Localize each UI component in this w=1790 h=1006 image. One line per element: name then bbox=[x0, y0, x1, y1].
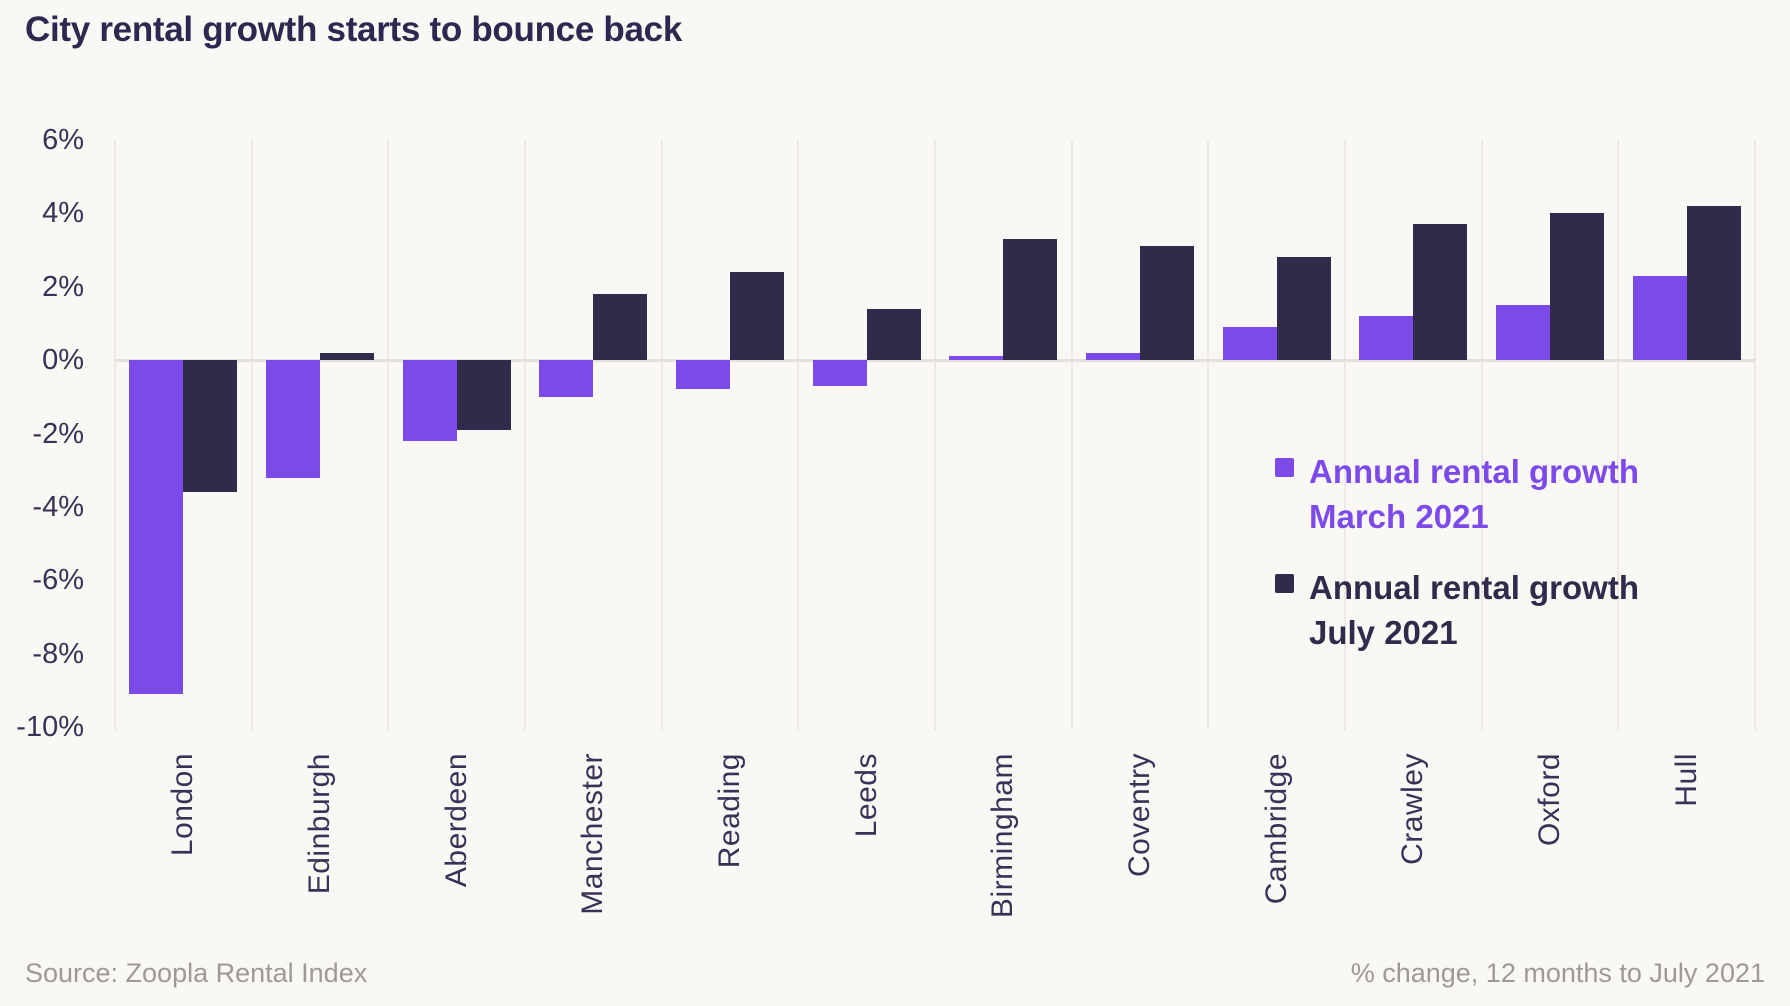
chart-title: City rental growth starts to bounce back bbox=[25, 10, 682, 49]
bar-july-oxford bbox=[1550, 213, 1604, 361]
vertical-gridline bbox=[1344, 140, 1346, 730]
bar-july-leeds bbox=[866, 308, 921, 361]
y-axis-tick-label: 2% bbox=[42, 270, 84, 303]
vertical-gridline bbox=[1207, 140, 1210, 730]
vertical-gridline bbox=[114, 140, 116, 730]
y-axis-tick-label: 0% bbox=[42, 344, 84, 377]
legend-label-march-line1: Annual rental growth bbox=[1309, 453, 1639, 490]
x-axis-label-text: Aberdeen bbox=[439, 753, 473, 888]
x-axis-label-reading: Reading bbox=[670, 753, 790, 868]
bar-march-reading bbox=[676, 360, 730, 390]
y-axis-tick-label: 4% bbox=[42, 197, 84, 230]
x-axis-label-cambridge: Cambridge bbox=[1217, 753, 1337, 904]
legend-label-july-line2: July 2021 bbox=[1309, 614, 1458, 651]
x-axis-label-leeds: Leeds bbox=[807, 753, 927, 837]
bar-july-hull bbox=[1686, 206, 1741, 361]
x-axis-label-text: London bbox=[166, 753, 200, 857]
bar-march-london bbox=[129, 360, 184, 694]
bar-july-reading bbox=[730, 272, 784, 361]
y-axis-tick-label: -8% bbox=[32, 637, 84, 670]
bar-march-edinburgh bbox=[266, 360, 320, 478]
bar-march-manchester bbox=[539, 360, 594, 397]
vertical-gridline bbox=[250, 140, 253, 730]
bar-july-cambridge bbox=[1276, 257, 1331, 361]
x-axis-label-manchester: Manchester bbox=[533, 753, 653, 915]
x-axis-label-text: Edinburgh bbox=[303, 753, 336, 895]
x-axis-label-london: London bbox=[123, 753, 243, 856]
x-axis-label-text: Crawley bbox=[1396, 753, 1430, 865]
legend-label-march: Annual rental growth March 2021 bbox=[1309, 449, 1639, 539]
bar-july-birmingham bbox=[1003, 239, 1058, 361]
y-axis-tick-label: 6% bbox=[42, 124, 84, 156]
bar-july-manchester bbox=[593, 294, 648, 361]
legend-label-july: Annual rental growth July 2021 bbox=[1309, 565, 1639, 655]
x-axis-label-birmingham: Birmingham bbox=[943, 753, 1063, 918]
x-axis-label-text: Manchester bbox=[576, 753, 610, 915]
x-axis-label-text: Oxford bbox=[1533, 753, 1566, 847]
bar-march-hull bbox=[1632, 275, 1687, 361]
y-axis-tick-label: -4% bbox=[32, 490, 84, 523]
x-axis-label-text: Coventry bbox=[1123, 753, 1156, 878]
bar-july-coventry bbox=[1140, 246, 1194, 361]
x-axis-label-hull: Hull bbox=[1627, 753, 1747, 807]
x-axis-label-text: Leeds bbox=[849, 753, 883, 838]
x-axis-label-text: Hull bbox=[1669, 753, 1703, 807]
bar-july-edinburgh bbox=[320, 352, 374, 361]
bar-march-oxford bbox=[1496, 305, 1550, 361]
legend-label-march-line2: March 2021 bbox=[1309, 498, 1489, 535]
bar-july-london bbox=[183, 360, 238, 493]
x-axis-label-crawley: Crawley bbox=[1353, 753, 1473, 865]
vertical-gridline bbox=[934, 140, 936, 730]
legend-label-july-line1: Annual rental growth bbox=[1309, 569, 1639, 606]
vertical-gridline bbox=[387, 140, 390, 730]
axis-unit-note: % change, 12 months to July 2021 bbox=[1350, 958, 1765, 988]
y-axis-tick-label: -6% bbox=[32, 564, 84, 597]
vertical-gridline bbox=[1617, 140, 1620, 730]
x-axis-label-coventry: Coventry bbox=[1080, 753, 1200, 877]
legend: Annual rental growth March 2021 Annual r… bbox=[1275, 449, 1639, 681]
bar-march-crawley bbox=[1359, 316, 1414, 361]
bar-march-birmingham bbox=[949, 356, 1004, 361]
vertical-gridline bbox=[660, 140, 663, 730]
zero-baseline bbox=[115, 358, 1755, 362]
x-axis-label-oxford: Oxford bbox=[1490, 753, 1610, 846]
vertical-gridline bbox=[1480, 140, 1483, 730]
x-axis-label-edinburgh: Edinburgh bbox=[260, 753, 380, 894]
x-axis-label-text: Birmingham bbox=[986, 753, 1020, 919]
bar-march-coventry bbox=[1086, 352, 1140, 361]
bar-july-aberdeen bbox=[456, 360, 511, 430]
vertical-gridline bbox=[1754, 140, 1756, 730]
x-axis-label-text: Reading bbox=[713, 753, 746, 869]
y-axis-tick-label: -2% bbox=[32, 417, 84, 450]
legend-item-july-2021: Annual rental growth July 2021 bbox=[1275, 565, 1639, 655]
legend-swatch-july-icon bbox=[1275, 574, 1294, 593]
vertical-gridline bbox=[1070, 140, 1073, 730]
bar-march-cambridge bbox=[1222, 327, 1277, 361]
vertical-gridline bbox=[524, 140, 526, 730]
bar-july-crawley bbox=[1413, 224, 1468, 361]
y-axis-tick-label: -10% bbox=[16, 711, 84, 743]
legend-item-march-2021: Annual rental growth March 2021 bbox=[1275, 449, 1639, 539]
x-axis-label-text: Cambridge bbox=[1259, 753, 1293, 905]
x-axis-label-aberdeen: Aberdeen bbox=[397, 753, 517, 887]
source-note: Source: Zoopla Rental Index bbox=[25, 958, 368, 988]
bar-march-leeds bbox=[812, 360, 867, 386]
legend-swatch-march-icon bbox=[1275, 458, 1294, 477]
vertical-gridline bbox=[797, 140, 800, 730]
bar-march-aberdeen bbox=[402, 360, 457, 441]
